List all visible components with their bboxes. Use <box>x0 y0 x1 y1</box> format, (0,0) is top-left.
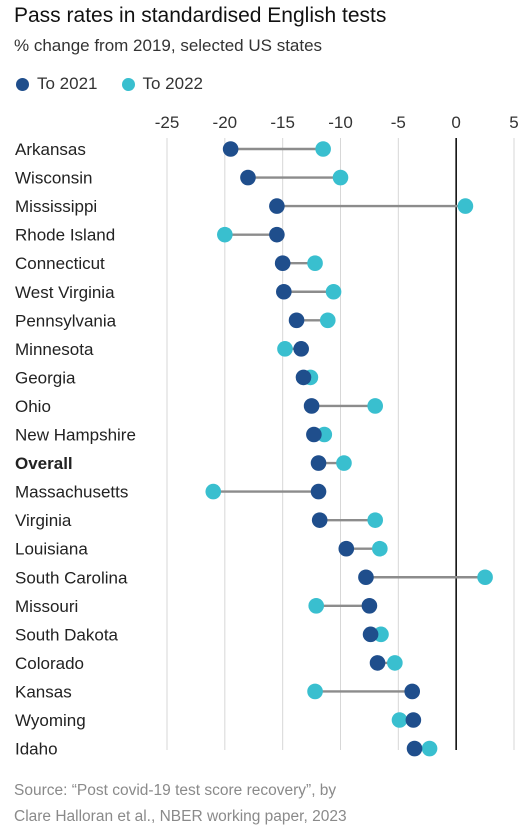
point-2022 <box>372 540 388 557</box>
point-2022 <box>387 655 403 671</box>
category-label: Wisconsin <box>15 169 92 188</box>
point-2021 <box>303 398 320 414</box>
point-2021 <box>310 483 327 500</box>
point-2022 <box>332 169 349 186</box>
point-2022 <box>205 483 222 500</box>
legend-item-2022: To 2022 <box>120 74 204 94</box>
category-label: Connecticut <box>15 254 105 273</box>
point-2022 <box>477 569 493 586</box>
legend-label-2022: To 2022 <box>142 74 204 93</box>
category-label: Massachusetts <box>15 483 128 502</box>
point-2022 <box>277 341 293 357</box>
category-label: Ohio <box>15 397 51 416</box>
point-2021 <box>306 426 322 443</box>
category-label: Wyoming <box>15 711 86 730</box>
point-2021 <box>369 655 386 671</box>
legend-item-2021: To 2021 <box>14 74 98 94</box>
point-2021 <box>361 598 378 614</box>
legend-marker-2021 <box>16 77 29 91</box>
point-2021 <box>358 569 374 586</box>
x-tick-label: -10 <box>328 113 353 132</box>
point-2022 <box>367 398 384 414</box>
point-2022 <box>307 255 323 271</box>
point-2021 <box>274 255 291 271</box>
source-line-1: Source: “Post covid-19 test score recove… <box>14 782 337 799</box>
category-label: Minnesota <box>15 340 94 359</box>
category-label: Missouri <box>15 597 78 616</box>
point-2021 <box>288 312 305 329</box>
point-2021 <box>222 141 239 157</box>
point-2021 <box>310 455 327 471</box>
point-2022 <box>319 312 336 329</box>
dumbbell-chart: -25 -20 -15 -10 -5 0 5 Arkansas Wisconsin Mississ… <box>15 113 519 759</box>
point-2022 <box>457 198 474 214</box>
point-2022 <box>307 683 323 700</box>
point-2021 <box>311 512 328 528</box>
category-label: West Virginia <box>15 283 115 302</box>
point-2021 <box>276 283 292 300</box>
point-2021 <box>269 226 285 243</box>
legend: To 2021 To 2022 <box>14 74 225 94</box>
category-label: South Dakota <box>15 625 119 644</box>
point-2022 <box>217 226 233 243</box>
point-2022 <box>421 740 438 757</box>
x-tick-label: 5 <box>509 113 518 132</box>
chart-subtitle: % change from 2019, selected US states <box>14 36 323 55</box>
point-2021 <box>406 740 423 757</box>
point-2022 <box>308 598 325 614</box>
legend-marker-2022 <box>121 77 135 91</box>
point-2021 <box>240 169 256 186</box>
point-2021 <box>405 712 422 728</box>
point-2021 <box>295 369 312 386</box>
category-label: Georgia <box>15 368 76 387</box>
source-line-2: Clare Halloran et al., NBER working pape… <box>14 808 347 825</box>
category-label: South Carolina <box>15 568 128 587</box>
x-tick-label: -20 <box>213 113 238 132</box>
point-2021 <box>404 683 421 700</box>
point-2022 <box>315 141 331 157</box>
category-label: Rhode Island <box>15 226 115 245</box>
x-tick-label: 0 <box>451 113 460 132</box>
category-label: Louisiana <box>15 540 88 559</box>
category-label: New Hampshire <box>15 426 136 445</box>
point-2022 <box>325 283 342 300</box>
x-tick-label: -25 <box>155 113 180 132</box>
point-2021 <box>338 540 355 557</box>
category-label: Kansas <box>15 682 72 701</box>
category-label: Mississippi <box>15 197 97 216</box>
legend-label-2021: To 2021 <box>37 74 98 93</box>
point-2021 <box>269 198 285 214</box>
point-2022 <box>367 512 384 528</box>
category-label: Pennsylvania <box>15 311 117 330</box>
category-label: Arkansas <box>15 140 86 159</box>
category-label: Virginia <box>15 511 72 530</box>
point-2022 <box>336 455 352 471</box>
category-label: Overall <box>15 454 73 473</box>
point-2021 <box>362 626 379 643</box>
category-label: Idaho <box>15 740 58 759</box>
point-2022 <box>391 712 408 728</box>
point-2021 <box>293 341 309 357</box>
x-tick-label: -15 <box>270 113 295 132</box>
chart-title: Pass rates in standardised English tests <box>14 4 387 27</box>
source-note: Source: “Post covid-19 test score recove… <box>14 778 347 830</box>
category-label: Colorado <box>15 654 84 673</box>
x-tick-label: -5 <box>391 113 406 132</box>
